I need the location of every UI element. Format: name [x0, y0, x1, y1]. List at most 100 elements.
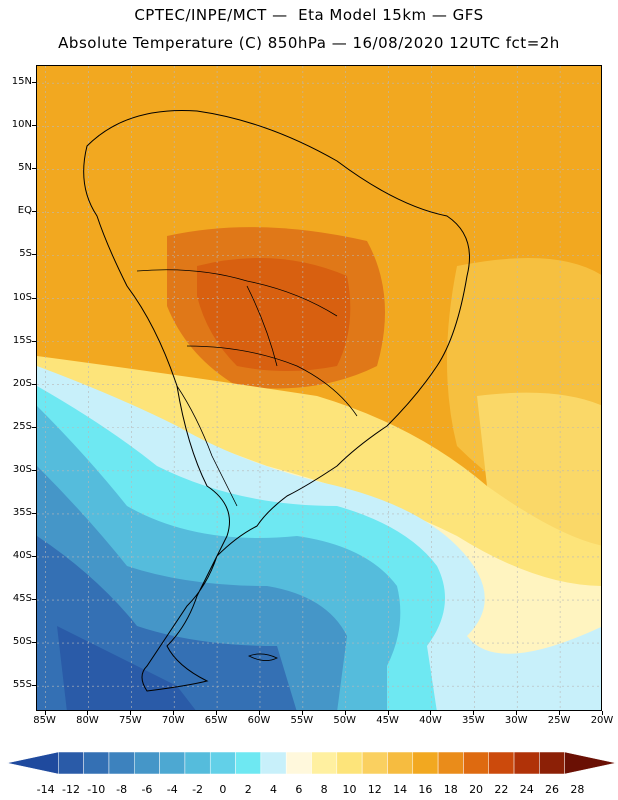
lon-tick-label: 70W	[161, 715, 185, 726]
border-line	[176, 385, 238, 507]
colorbar	[6, 752, 617, 775]
lon-tick-label: 35W	[462, 715, 485, 726]
colorbar-swatch	[134, 752, 160, 775]
colorbar-swatch	[235, 752, 262, 775]
lon-tick	[258, 711, 260, 715]
colorbar-swatch	[336, 752, 363, 775]
colorbar-label: 8	[320, 783, 328, 796]
island-outline	[248, 653, 278, 661]
lon-tick	[602, 711, 603, 715]
border-line	[186, 345, 358, 417]
colorbar-label: 6	[295, 783, 303, 796]
colorbar-label: -4	[166, 783, 178, 796]
lat-tick-label: 50S	[12, 636, 32, 648]
lon-tick	[87, 711, 89, 715]
lon-tick	[173, 711, 175, 715]
lat-tick	[32, 685, 36, 687]
lat-tick-label: 55S	[12, 679, 32, 691]
field-east-ocean-2	[477, 392, 601, 566]
lon-tick	[44, 711, 46, 715]
colorbar-swatch	[108, 752, 135, 775]
lon-tick	[301, 711, 303, 715]
colorbar-label: -12	[61, 783, 80, 796]
lon-tick-label: 25W	[547, 715, 571, 726]
colorbar-swatch	[209, 752, 236, 775]
lat-tick	[32, 168, 36, 170]
lat-tick-label: 30S	[12, 463, 32, 475]
lat-tick-label: 10N	[11, 119, 32, 131]
lat-tick	[32, 82, 36, 84]
lon-tick-label: 30W	[504, 715, 528, 726]
lon-tick-label: 85W	[33, 715, 56, 726]
colorbar-label: -2	[192, 783, 204, 796]
lat-tick-label: 5S	[19, 248, 32, 260]
colorbar-label: 20	[469, 783, 484, 796]
lat-tick-label: 15N	[11, 76, 32, 88]
colorbar-swatch	[260, 752, 287, 775]
colorbar-swatch	[6, 752, 59, 775]
border-line	[246, 285, 278, 367]
colorbar-swatch	[184, 752, 211, 775]
lon-tick	[387, 711, 389, 715]
lon-tick	[473, 711, 475, 715]
chart-subtitle: Absolute Temperature (C) 850hPa — 16/08/…	[58, 34, 560, 52]
colorbar-label: 2	[244, 783, 252, 796]
lat-tick-label: EQ	[17, 205, 32, 217]
lon-tick-label: 20W	[590, 715, 614, 726]
colorbar-swatch	[437, 752, 464, 775]
lat-tick	[32, 555, 36, 557]
colorbar-swatch	[311, 752, 338, 775]
colorbar-label: 12	[367, 783, 382, 796]
lon-tick	[216, 711, 218, 715]
colorbar-swatch	[463, 752, 489, 775]
colorbar-label: -10	[87, 783, 106, 796]
lon-tick	[559, 711, 561, 715]
colorbar-swatch	[412, 752, 439, 775]
lat-tick	[32, 642, 36, 644]
gridlines	[37, 66, 601, 710]
lat-tick	[32, 426, 36, 428]
lat-tick-label: 45S	[12, 593, 32, 605]
lat-tick	[32, 383, 36, 385]
lat-tick	[32, 211, 36, 213]
lon-tick-label: 80W	[76, 715, 99, 726]
lat-tick	[32, 254, 36, 256]
colorbar-swatch	[387, 752, 414, 775]
lat-tick	[32, 125, 36, 127]
lon-tick-label: 40W	[419, 715, 442, 726]
lat-tick-label: 25S	[12, 420, 32, 432]
lat-tick	[32, 599, 36, 601]
lat-tick	[32, 297, 36, 299]
lat-tick-label: 20S	[12, 377, 32, 389]
lon-tick	[516, 711, 518, 715]
colorbar-label: 16	[418, 783, 433, 796]
colorbar-label: 0	[219, 783, 227, 796]
colorbar-label: -14	[36, 783, 55, 796]
colorbar-swatch	[83, 752, 110, 775]
lon-tick-label: 55W	[290, 715, 314, 726]
colorbar-label: 26	[545, 783, 560, 796]
colorbar-label: -6	[141, 783, 153, 796]
colorbar-label: 4	[270, 783, 278, 796]
lat-tick	[32, 340, 36, 342]
colorbar-swatch	[361, 752, 388, 775]
lon-tick	[344, 711, 346, 715]
lon-tick-label: 50W	[333, 715, 357, 726]
lat-tick-label: 15S	[12, 334, 32, 346]
temperature-map	[36, 65, 602, 711]
lon-tick-label: 65W	[204, 715, 228, 726]
colorbar-swatch	[58, 752, 84, 775]
lat-tick-label: 40S	[12, 549, 32, 561]
field-hot-core	[197, 258, 351, 371]
colorbar-swatch	[513, 752, 540, 775]
lat-tick-label: 10S	[12, 291, 32, 303]
colorbar-label: 28	[570, 783, 585, 796]
lon-tick	[430, 711, 432, 715]
colorbar-swatch	[488, 752, 515, 775]
lat-tick	[32, 469, 36, 471]
colorbar-swatch	[564, 752, 617, 775]
lon-tick-label: 60W	[247, 715, 271, 726]
colorbar-label: 18	[443, 783, 458, 796]
colorbar-swatch	[285, 752, 312, 775]
lat-tick-label: 5N	[18, 162, 32, 174]
